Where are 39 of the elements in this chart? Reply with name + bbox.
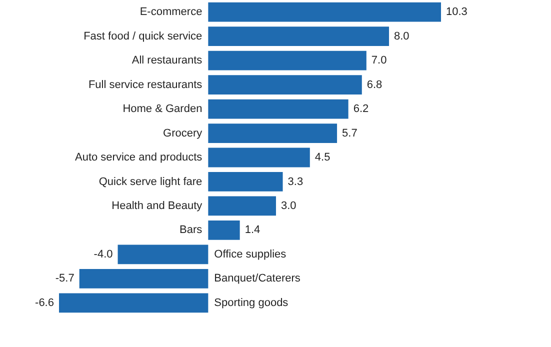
bar [79, 268, 208, 288]
data-label: 3.0 [280, 200, 296, 212]
bar [208, 172, 283, 192]
data-label: 1.4 [244, 224, 260, 236]
data-label: 6.8 [366, 78, 382, 91]
y-tick-label: Banquet/Caterers [214, 272, 301, 285]
data-label: 6.2 [353, 103, 369, 116]
y-tick-label: Office supplies [214, 248, 287, 260]
bar [208, 220, 240, 240]
bar [208, 2, 441, 22]
data-label: 8.0 [394, 30, 410, 42]
y-tick-label: Sporting goods [214, 296, 289, 309]
data-label: -5.7 [55, 272, 74, 285]
y-tick-label: E-commerce [140, 6, 202, 18]
bar [208, 75, 362, 94]
bar [208, 99, 348, 119]
y-tick-label: All restaurants [132, 54, 203, 67]
data-label: 3.3 [288, 176, 304, 188]
y-tick-label: Grocery [163, 127, 203, 140]
data-label: 7.0 [371, 54, 387, 67]
data-label: 4.5 [314, 152, 330, 164]
bar [208, 124, 338, 143]
bar [118, 244, 208, 264]
data-label: 10.3 [446, 6, 468, 18]
bar [208, 50, 366, 70]
y-tick-label: Full service restaurants [88, 78, 203, 91]
y-tick-label: Home & Garden [122, 103, 202, 116]
bar [208, 148, 310, 168]
bar [208, 196, 276, 216]
bar [208, 26, 390, 46]
y-tick-label: Quick serve light fare [98, 176, 202, 188]
y-tick-label: Health and Beauty [112, 200, 203, 212]
bar [59, 293, 208, 313]
y-tick-label: Auto service and products [74, 152, 203, 164]
y-tick-label: Fast food / quick service [84, 30, 202, 42]
data-label: -6.6 [35, 296, 54, 309]
data-label: -4.0 [94, 248, 113, 260]
y-tick-label: Bars [180, 224, 203, 236]
data-label: 5.7 [342, 127, 358, 140]
